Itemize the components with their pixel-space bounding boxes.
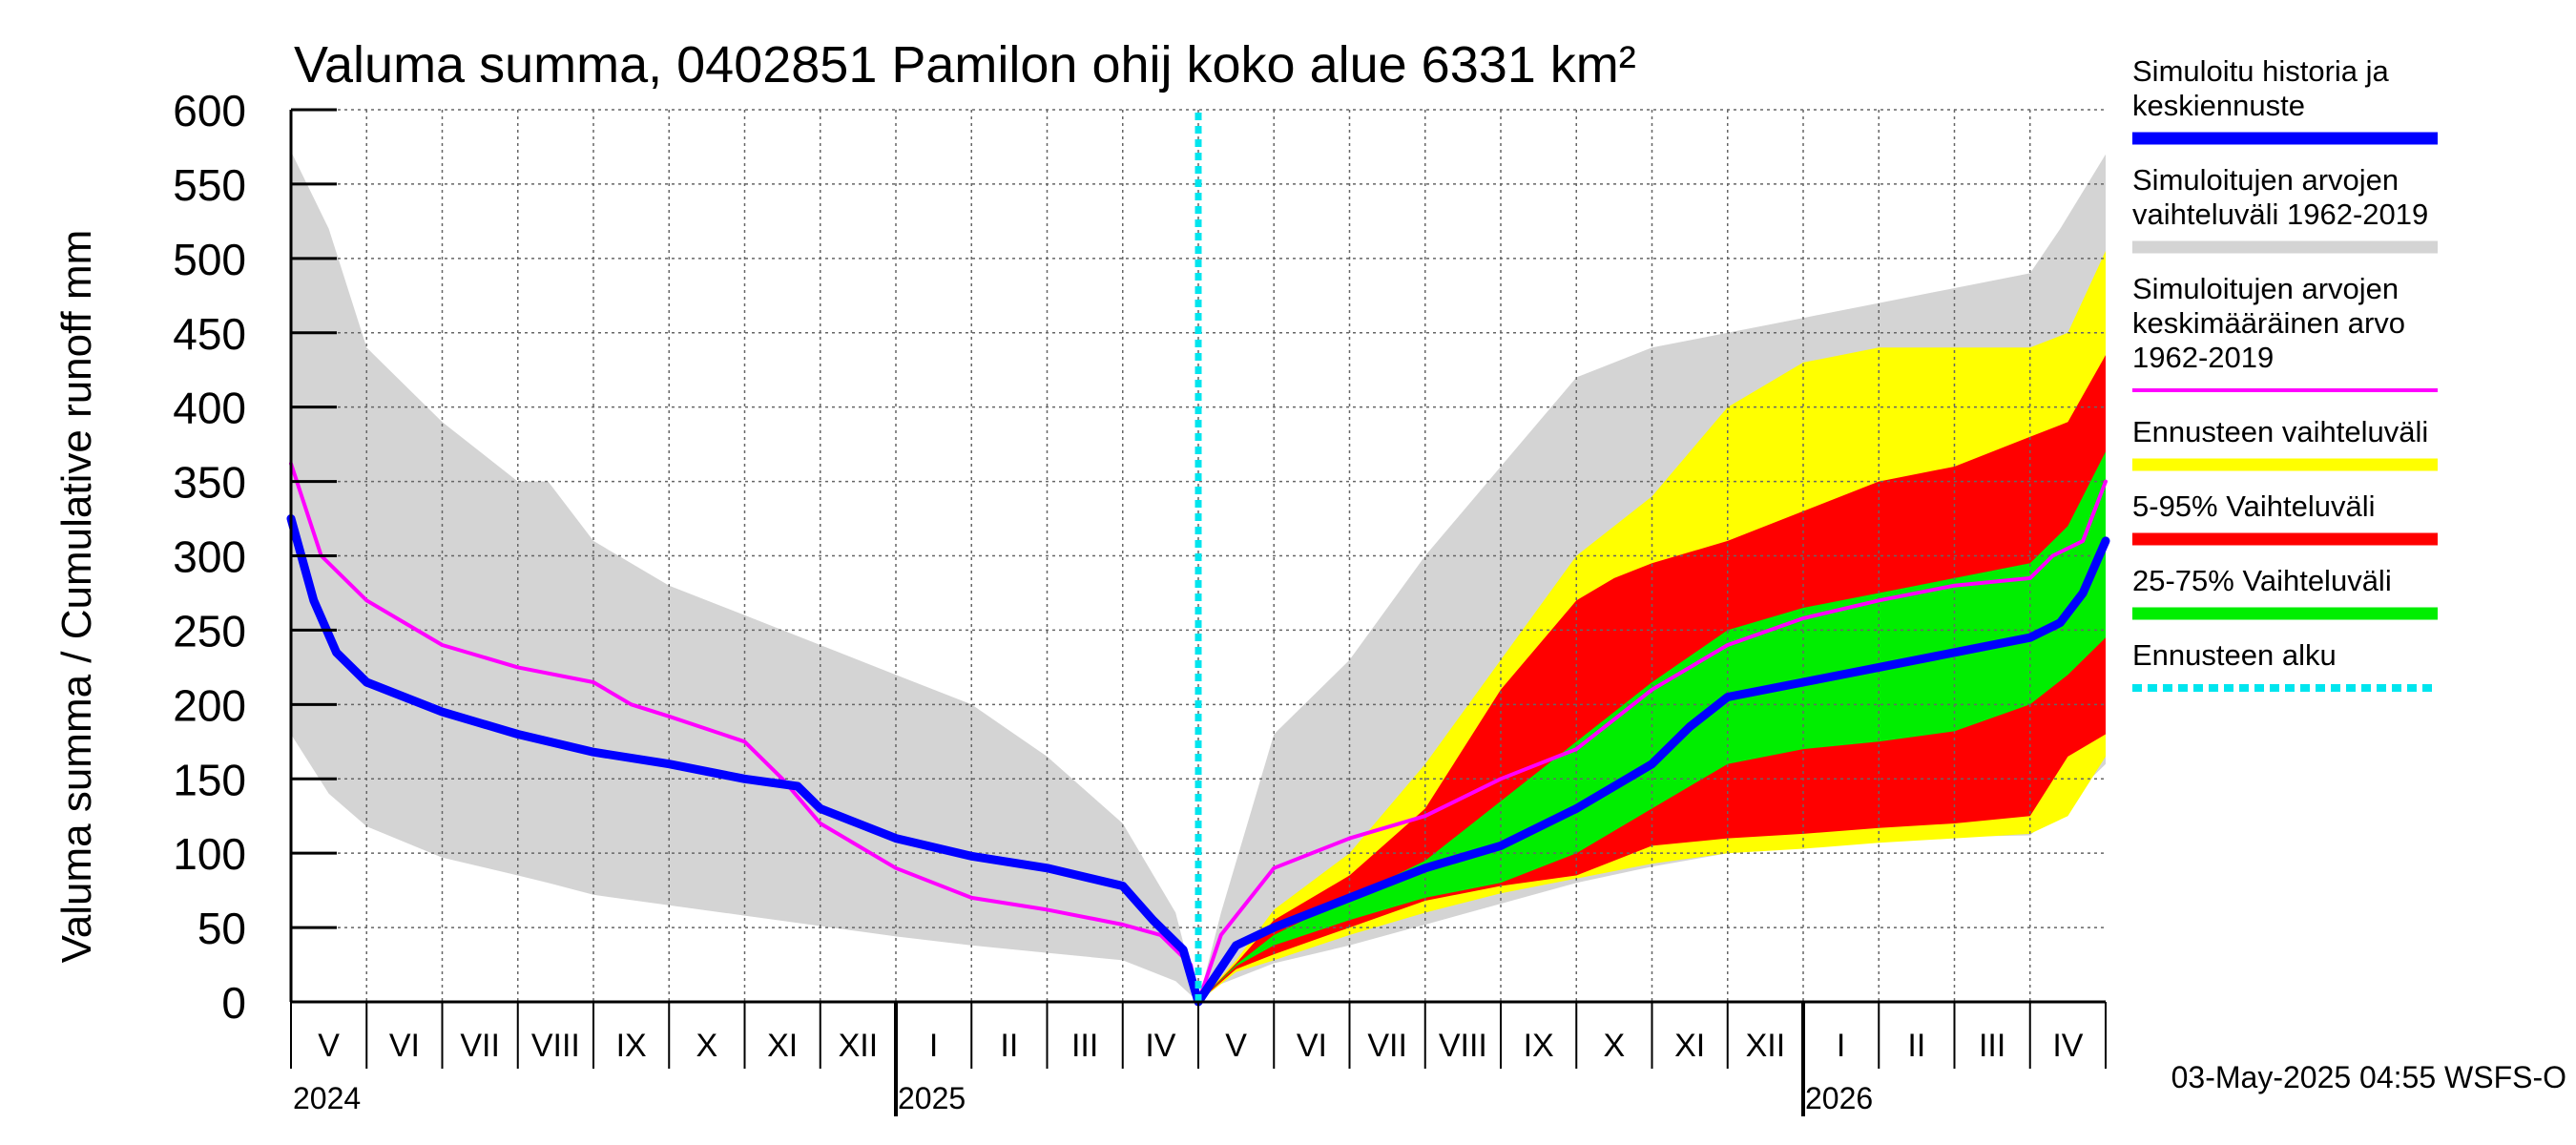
- grid-layer: [291, 109, 2106, 1002]
- month-label: VI: [1297, 1028, 1327, 1064]
- chart-title: Valuma summa, 0402851 Pamilon ohij koko …: [294, 36, 1636, 94]
- y-tick-label: 250: [173, 606, 246, 656]
- y-tick-label: 300: [173, 532, 246, 582]
- legend-label: Simuloitu historia ja: [2132, 54, 2390, 88]
- month-label: V: [1225, 1028, 1247, 1064]
- legend-label: vaihteluväli 1962-2019: [2132, 198, 2428, 231]
- month-label: VIII: [1439, 1028, 1487, 1064]
- series-layer: [286, 110, 2110, 1007]
- y-tick-label: 50: [197, 904, 246, 953]
- y-tick-label: 200: [173, 680, 246, 730]
- month-label: VII: [460, 1028, 500, 1064]
- month-label: XII: [839, 1028, 879, 1064]
- y-tick-label: 400: [173, 384, 246, 433]
- y-tick-label: 0: [221, 978, 246, 1028]
- month-label: XI: [767, 1028, 798, 1064]
- legend-label: keskiennuste: [2132, 89, 2305, 122]
- y-tick-label: 450: [173, 309, 246, 359]
- month-label: V: [318, 1028, 340, 1064]
- y-tick-label: 350: [173, 458, 246, 508]
- legend-label: Ennusteen vaihteluväli: [2132, 415, 2428, 448]
- month-label: X: [1604, 1028, 1626, 1064]
- month-label: III: [1071, 1028, 1098, 1064]
- timestamp-label: 03-May-2025 04:55 WSFS-O: [2171, 1060, 2566, 1094]
- month-label: IV: [1145, 1028, 1175, 1064]
- month-label: IX: [616, 1028, 647, 1064]
- y-tick-label: 500: [173, 235, 246, 284]
- month-label: X: [696, 1028, 718, 1064]
- month-label: XI: [1674, 1028, 1705, 1064]
- legend-label: 5-95% Vaihteluväli: [2132, 489, 2375, 523]
- y-axis-label: Valuma summa / Cumulative runoff mm: [53, 230, 100, 964]
- month-label: IV: [2052, 1028, 2083, 1064]
- year-label: 2026: [1805, 1081, 1873, 1115]
- y-tick-label: 150: [173, 755, 246, 804]
- month-label: XII: [1746, 1028, 1786, 1064]
- y-tick-label: 550: [173, 160, 246, 210]
- month-label: VIII: [531, 1028, 580, 1064]
- legend-label: Ennusteen alku: [2132, 638, 2337, 672]
- series-line-1: [286, 514, 2110, 1007]
- month-label: I: [929, 1028, 938, 1064]
- month-label: VI: [389, 1028, 420, 1064]
- legend-label: Simuloitujen arvojen: [2132, 272, 2399, 305]
- y-tick-label: 600: [173, 86, 246, 135]
- month-label: II: [1907, 1028, 1925, 1064]
- y-tick-label: 100: [173, 829, 246, 879]
- month-label: III: [1979, 1028, 2005, 1064]
- year-label: 2025: [898, 1081, 966, 1115]
- legend-label: 1962-2019: [2132, 341, 2274, 374]
- legend-label: keskimääräinen arvo: [2132, 306, 2405, 340]
- legend-label: Simuloitujen arvojen: [2132, 163, 2399, 197]
- year-label: 2024: [293, 1081, 361, 1115]
- month-label: II: [1000, 1028, 1018, 1064]
- month-label: IX: [1524, 1028, 1554, 1064]
- month-label: I: [1837, 1028, 1845, 1064]
- legend-label: 25-75% Vaihteluväli: [2132, 564, 2392, 597]
- month-label: VII: [1367, 1028, 1407, 1064]
